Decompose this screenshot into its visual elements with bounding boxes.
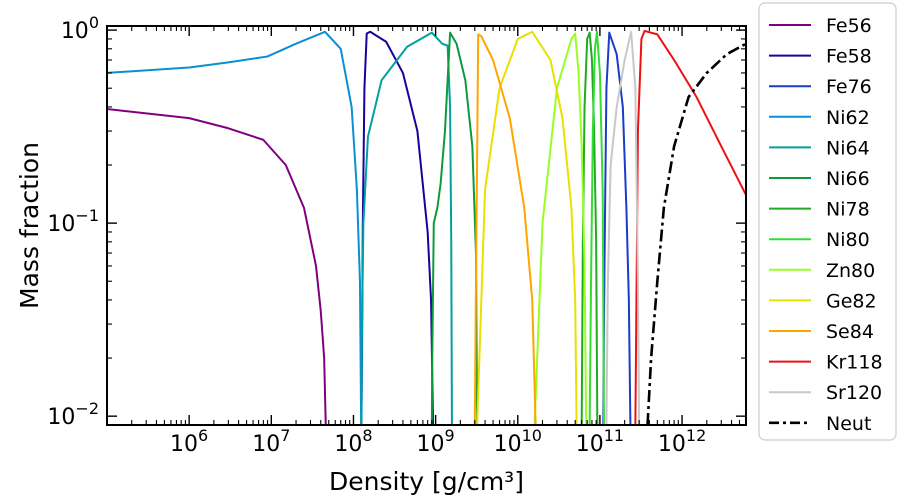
y-tick-label: 100 — [61, 13, 99, 44]
series-line-ni64 — [360, 31, 453, 425]
x-tick-label: 1010 — [494, 426, 542, 457]
legend-label-ni64: Ni64 — [826, 137, 870, 159]
x-tick-label: 107 — [252, 426, 290, 457]
x-tick-label: 1012 — [658, 426, 706, 457]
series-line-se84 — [473, 33, 537, 425]
series-line-ni80 — [588, 30, 605, 425]
legend-label-se84: Se84 — [826, 321, 874, 343]
legend-box — [758, 2, 897, 441]
legend-label-kr118: Kr118 — [826, 352, 883, 374]
y-tick-label: 10−2 — [47, 399, 99, 430]
legend-label-fe58: Fe58 — [826, 46, 872, 68]
legend-label-fe56: Fe56 — [826, 15, 872, 37]
series-line-neut — [646, 42, 746, 425]
series-layer — [107, 29, 746, 425]
x-tick-label: 1011 — [576, 426, 624, 457]
y-axis-label: Mass fraction — [15, 142, 44, 309]
series-line-ni66 — [430, 31, 479, 425]
legend-label-sr120: Sr120 — [826, 382, 882, 404]
legend-label-fe76: Fe76 — [826, 76, 872, 98]
plot-frame — [106, 25, 747, 426]
legend-label-zn80: Zn80 — [826, 260, 875, 282]
x-tick-label: 108 — [334, 426, 372, 457]
series-line-kr118 — [634, 29, 746, 425]
series-line-ge82 — [476, 30, 578, 425]
x-axis-label: Density [g/cm³] — [329, 467, 524, 496]
x-tick-label: 109 — [417, 426, 455, 457]
series-line-ni62 — [107, 30, 363, 425]
x-tick-label: 106 — [170, 426, 208, 457]
series-line-fe58 — [360, 30, 435, 425]
legend: Fe56 Fe58 Fe76 Ni62 Ni64 Ni66 Ni78 Ni80 Zn80 Ge82… — [758, 2, 897, 441]
legend-label-ni78: Ni78 — [826, 199, 870, 221]
legend-label-ni80: Ni80 — [826, 229, 870, 251]
y-tick-label: 10−1 — [47, 206, 99, 237]
series-line-fe56 — [107, 108, 327, 425]
series-line-zn80 — [533, 32, 588, 425]
legend-label-ni62: Ni62 — [826, 107, 870, 129]
legend-label-ni66: Ni66 — [826, 168, 870, 190]
series-line-fe76 — [602, 31, 632, 425]
legend-label-neut: Neut — [826, 413, 871, 435]
series-line-sr120 — [605, 30, 641, 425]
axis-layer: 106 107 108 109 1010 1011 1012 10−2 10−1 100 — [47, 13, 747, 457]
legend-label-ge82: Ge82 — [826, 290, 877, 312]
